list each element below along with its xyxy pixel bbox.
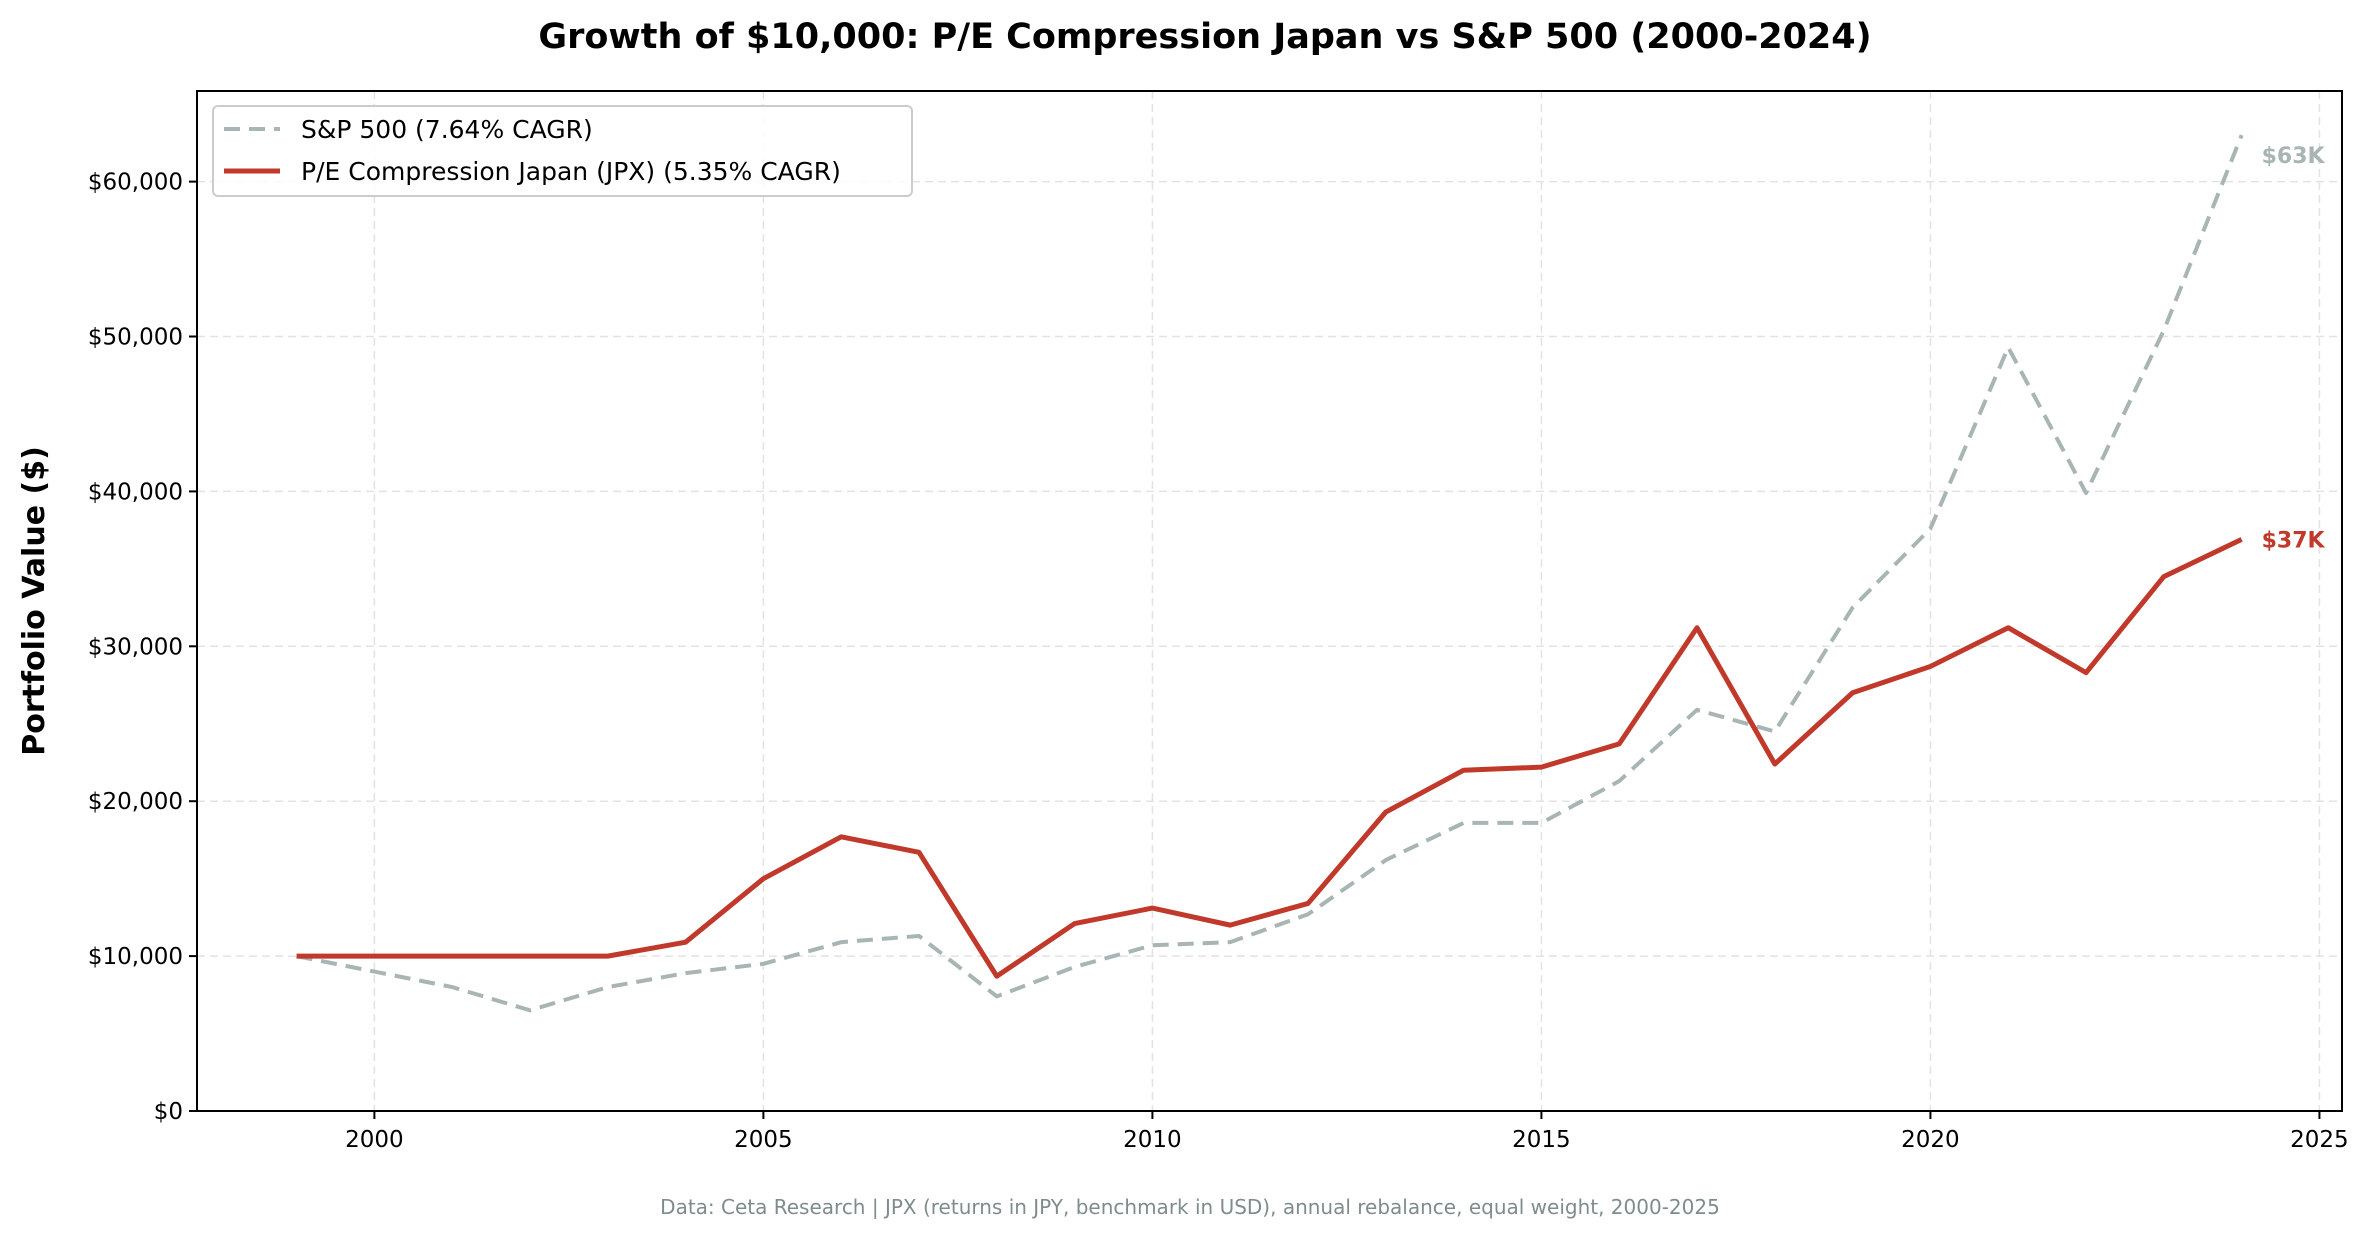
y-tick-label: $40,000	[88, 479, 183, 505]
y-tick-label: $60,000	[88, 170, 183, 196]
plot-frame	[196, 90, 2343, 1112]
legend-label-sp500: S&P 500 (7.64% CAGR)	[301, 115, 593, 144]
y-tick-label: $50,000	[88, 325, 183, 351]
end-value-label: $37K	[2262, 528, 2326, 553]
x-tick-label: 2020	[1901, 1127, 1960, 1153]
series-line-sp500	[296, 134, 2244, 1013]
grid	[197, 91, 2342, 1112]
x-tick-label: 2000	[345, 1127, 404, 1153]
chart-title: Growth of $10,000: P/E Compression Japan…	[538, 17, 1871, 57]
series-line-jpx	[296, 537, 2243, 979]
y-tick-label: $20,000	[88, 789, 183, 815]
x-tick-label: 2010	[1123, 1127, 1182, 1153]
legend-box	[212, 105, 913, 197]
legend: S&P 500 (7.64% CAGR) P/E Compression Jap…	[212, 105, 913, 197]
x-tick-label: 2025	[2290, 1127, 2349, 1153]
series-group: $63K $37K	[296, 134, 2326, 1013]
y-axis-label: Portfolio Value ($)	[17, 446, 52, 756]
x-tick-label: 2015	[1512, 1127, 1571, 1153]
ticks: 2000 2005 2010 2015 2020 2025 $0 $10,000 $20,000…	[88, 170, 2349, 1153]
legend-label-jpx: P/E Compression Japan (JPX) (5.35% CAGR)	[301, 157, 841, 186]
footer-note: Data: Ceta Research | JPX (returns in JP…	[660, 1195, 1720, 1219]
y-tick-label: $0	[154, 1099, 183, 1125]
end-value-label: $63K	[2262, 144, 2326, 169]
x-tick-label: 2005	[734, 1127, 793, 1153]
y-tick-label: $10,000	[88, 944, 183, 970]
y-tick-label: $30,000	[88, 634, 183, 660]
